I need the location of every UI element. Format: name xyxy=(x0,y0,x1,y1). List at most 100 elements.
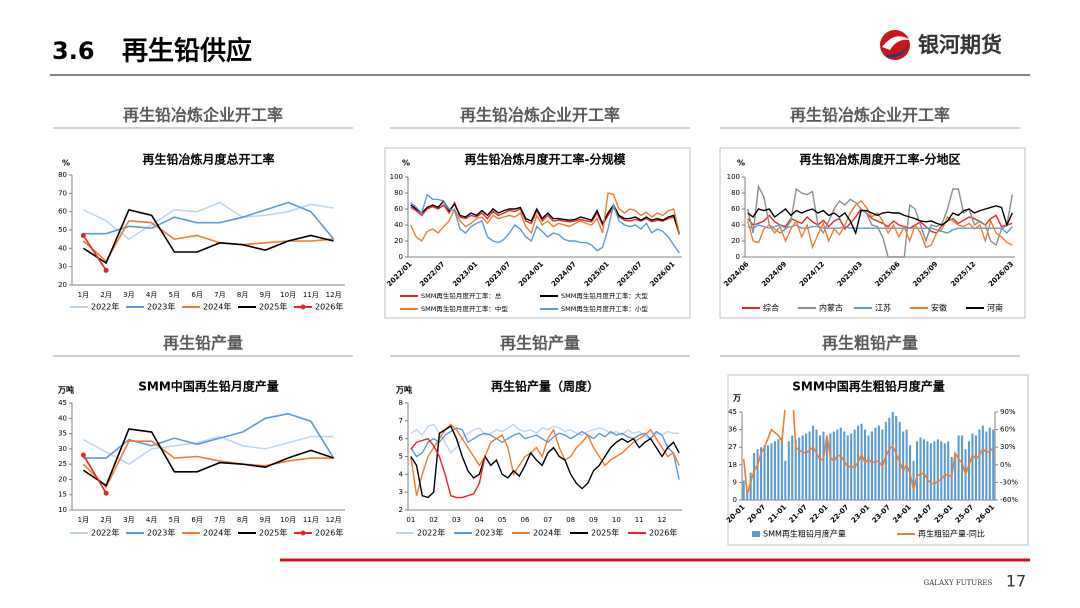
x-tick-label: 23-01 xyxy=(850,503,872,525)
y-tick-label: 30 xyxy=(58,445,67,453)
bar xyxy=(815,429,818,500)
bar xyxy=(763,445,766,500)
bar xyxy=(974,435,977,500)
x-tick-label: 2026/01 xyxy=(648,260,676,288)
x-tick-label: 3月 xyxy=(123,516,134,524)
y2-tick-label: 90% xyxy=(1000,408,1016,416)
x-tick-label: 02 xyxy=(429,516,438,524)
bar xyxy=(794,439,797,500)
x-tick-label: 5月 xyxy=(169,516,180,524)
bar xyxy=(822,431,825,500)
y-tick-label: 27 xyxy=(728,443,737,451)
bar xyxy=(947,441,950,500)
y-tick-label: 9 xyxy=(733,478,737,486)
y-tick-label: 0 xyxy=(736,253,740,261)
y2-tick-label: 30% xyxy=(1000,443,1016,451)
y-tick-label: 25 xyxy=(58,460,67,468)
x-tick-label: 2月 xyxy=(100,291,111,299)
bar xyxy=(808,431,811,500)
bar xyxy=(853,429,856,500)
y-tick-label: 80 xyxy=(731,189,740,197)
bar xyxy=(770,443,773,500)
bar xyxy=(933,441,936,500)
line xyxy=(82,235,107,271)
y-tick-label: 0 xyxy=(399,253,403,261)
legend-label: 2025年 xyxy=(259,528,287,538)
x-tick-label: 24-07 xyxy=(912,503,934,525)
y-tick-label: 8 xyxy=(399,399,403,407)
bar xyxy=(922,439,925,500)
legend-label: 2023年 xyxy=(147,302,175,312)
y-tick-label: 100 xyxy=(390,173,403,181)
bar xyxy=(888,417,891,500)
x-tick-label: 09 xyxy=(589,516,598,524)
footer-brand: GALAXY FUTURES xyxy=(924,579,993,587)
x-tick-label: 10月 xyxy=(280,516,296,524)
bar xyxy=(919,437,922,500)
line xyxy=(747,200,1013,250)
chart-title: 再生铅冶炼月度开工率-分规模 xyxy=(465,152,627,167)
bar xyxy=(961,435,964,500)
y-tick-label: 3 xyxy=(399,488,403,496)
x-tick-label: 11月 xyxy=(303,291,319,299)
legend-label: SMM再生粗铅月度产量 xyxy=(763,529,846,539)
chart-frame xyxy=(719,147,1026,319)
x-tick-label: 2026/03 xyxy=(987,260,1015,288)
y-tick-label: 60 xyxy=(394,205,403,213)
chart-title: 再生铅产量（周度） xyxy=(491,379,599,394)
x-tick-label: 3月 xyxy=(123,291,134,299)
x-tick-label: 4月 xyxy=(146,291,157,299)
line xyxy=(410,193,680,254)
plot-area xyxy=(80,201,335,273)
legend-label: 内蒙古 xyxy=(819,303,843,313)
line xyxy=(82,454,107,494)
x-tick-label: 2025/06 xyxy=(874,260,902,288)
y2-tick-label: -60% xyxy=(1000,496,1018,504)
legend-label: 2024年 xyxy=(203,302,231,312)
panel-title: 再生铅冶炼企业开工率 xyxy=(460,106,620,125)
x-tick-label: 2023/07 xyxy=(484,260,512,288)
y-tick-label: 80 xyxy=(58,171,67,179)
chart: 再生铅冶炼月度总开工率% 20 30 40 50 60 70 80 1月 2月 3月 4月 5月 6月 7月… xyxy=(58,152,345,312)
chart-frame xyxy=(384,147,691,319)
bar xyxy=(829,433,832,500)
panel-title: 再生铅产量 xyxy=(163,334,243,353)
x-tick-label: 24-01 xyxy=(891,503,913,525)
bar xyxy=(839,427,842,500)
bar xyxy=(798,437,801,500)
legend-label: SMM再生铅月度开工率：中型 xyxy=(421,304,508,313)
x-tick-label: 22-07 xyxy=(829,503,851,525)
bar xyxy=(981,425,984,500)
line xyxy=(410,423,680,496)
y-tick-label: 45 xyxy=(728,408,737,416)
x-tick-label: 10月 xyxy=(280,291,296,299)
bar xyxy=(749,472,752,500)
bar xyxy=(860,423,863,500)
y-tick-label: 18 xyxy=(728,461,737,469)
bar xyxy=(818,435,822,500)
x-tick-label: 12月 xyxy=(326,516,342,524)
bar xyxy=(950,456,953,500)
x-tick-label: 21-07 xyxy=(787,503,809,525)
x-tick-label: 05 xyxy=(498,516,507,524)
x-tick-label: 22-01 xyxy=(808,503,830,525)
bar xyxy=(780,437,783,500)
bar xyxy=(940,441,943,500)
x-tick-label: 1月 xyxy=(78,291,89,299)
x-tick-label: 12月 xyxy=(326,291,342,299)
legend-label: 江苏 xyxy=(875,303,891,313)
logo-icon xyxy=(880,30,910,60)
marker xyxy=(103,267,109,273)
x-tick-label: 1月 xyxy=(78,516,89,524)
y-unit: % xyxy=(737,159,745,168)
x-tick-label: 11月 xyxy=(303,516,319,524)
x-tick-label: 21-01 xyxy=(767,503,789,525)
bar xyxy=(766,445,770,500)
y2-tick-label: 0% xyxy=(1000,461,1011,469)
chart-frame xyxy=(727,374,1029,546)
y2-tick-label: 60% xyxy=(1000,426,1016,434)
x-tick-label: 7月 xyxy=(214,516,225,524)
bar xyxy=(926,441,929,500)
y-tick-label: 0 xyxy=(733,496,737,504)
bar xyxy=(784,460,787,500)
